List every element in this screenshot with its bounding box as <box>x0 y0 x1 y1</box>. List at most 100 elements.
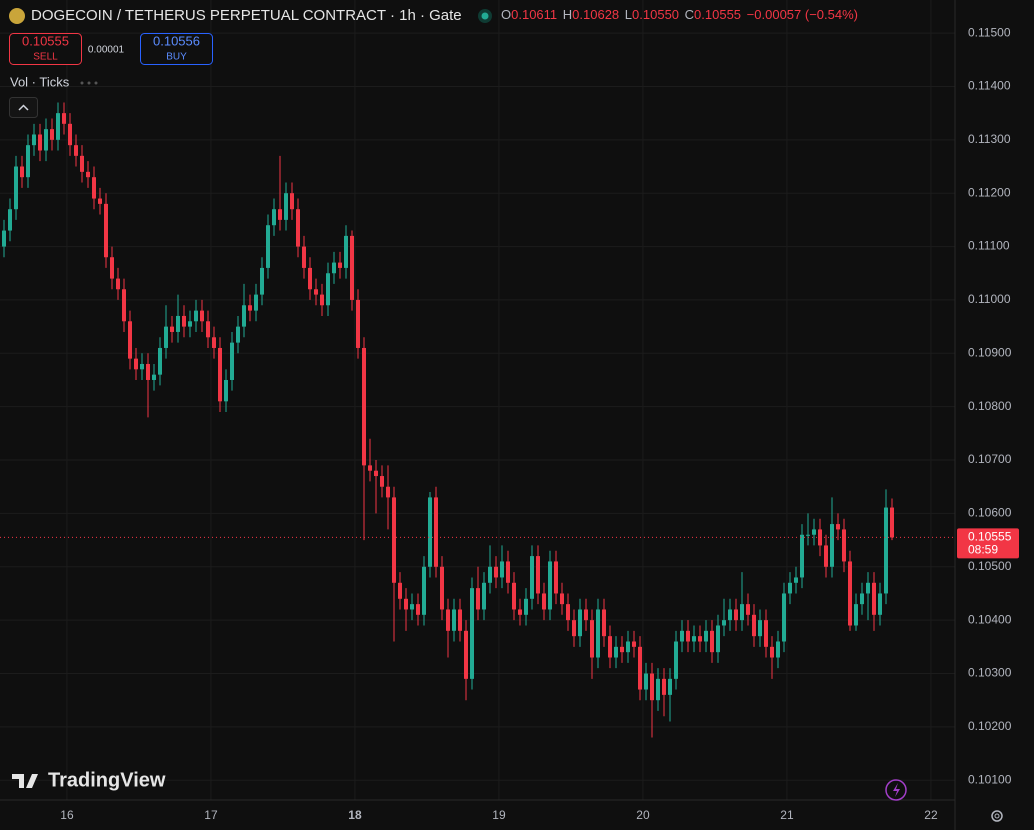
candle-body <box>794 577 798 583</box>
candle-body <box>248 305 252 311</box>
candle-body <box>224 379 228 402</box>
candle-body <box>410 604 414 610</box>
sell-box[interactable] <box>9 33 82 65</box>
candle-body <box>548 561 552 610</box>
l-label: L <box>625 7 632 22</box>
candle-body <box>464 630 468 679</box>
settings-icon-center[interactable] <box>994 813 1000 819</box>
candle-body <box>2 230 6 247</box>
candle-body <box>458 609 462 631</box>
candle-body <box>554 561 558 594</box>
candle-body <box>512 582 516 610</box>
settings-icon[interactable] <box>991 810 1003 822</box>
buy-button[interactable]: 0.10556 BUY <box>140 33 213 65</box>
candle-body <box>146 363 150 380</box>
last-price-label: 0.10555 <box>968 530 1012 544</box>
alert-bolt[interactable] <box>893 783 900 797</box>
candle-body <box>86 171 90 178</box>
o-label: O <box>501 7 511 22</box>
candle-body <box>104 203 108 258</box>
candle-body <box>686 630 690 642</box>
candle-body <box>356 299 360 348</box>
candle-body <box>698 636 702 642</box>
candle-body <box>536 556 540 594</box>
y-tick-label: 0.10300 <box>968 666 1012 680</box>
candle-body <box>530 556 534 599</box>
candle-body <box>884 507 888 594</box>
candle-body <box>278 209 282 220</box>
candle-body <box>122 289 126 322</box>
collapse-button[interactable] <box>9 97 38 118</box>
change: −0.00057 (−0.54%) <box>747 7 858 22</box>
candle-body <box>158 347 162 375</box>
candle-body <box>656 678 660 701</box>
candle-body <box>200 310 204 322</box>
candle-body <box>140 363 144 370</box>
candle-body <box>284 193 288 220</box>
candle-body <box>26 145 30 178</box>
spread: 0.00001 <box>88 45 125 56</box>
y-tick-label: 0.10700 <box>968 452 1012 466</box>
candle-body <box>266 225 270 268</box>
indicator[interactable]: Vol · Ticks <box>10 74 70 89</box>
candle-body <box>134 358 138 370</box>
buy-price[interactable]: 0.10556 <box>153 33 200 48</box>
candle-body <box>608 636 612 658</box>
status-dot <box>481 12 489 20</box>
candle-body <box>362 347 366 466</box>
candle-body <box>332 262 336 274</box>
candle-body <box>272 209 276 226</box>
candle-body <box>344 235 348 268</box>
candle-body <box>302 246 306 268</box>
candle-body <box>116 278 120 290</box>
x-tick-label: 18 <box>348 808 362 822</box>
candle-body <box>218 347 222 402</box>
alert-icon[interactable] <box>885 779 907 801</box>
countdown: 08:59 <box>968 543 998 557</box>
buy-label[interactable]: BUY <box>166 52 187 63</box>
candle-body <box>674 641 678 679</box>
candle-body <box>662 678 666 695</box>
candle-body <box>374 470 378 477</box>
candle-body <box>836 524 840 530</box>
candle-body <box>830 524 834 567</box>
coin-icon <box>9 8 25 24</box>
y-tick-label: 0.10100 <box>968 772 1012 786</box>
y-tick-label: 0.10800 <box>968 399 1012 413</box>
candle-body <box>80 155 84 172</box>
candle-body <box>194 310 198 322</box>
y-tick-label: 0.11500 <box>968 25 1011 39</box>
candle-body <box>806 534 810 536</box>
x-tick-label: 21 <box>780 808 794 822</box>
buy-box[interactable] <box>140 33 213 65</box>
candle-body <box>584 609 588 621</box>
candle-body <box>848 561 852 626</box>
last-price-tag <box>957 528 1019 559</box>
watermark: TradingView <box>48 769 166 791</box>
candle-body <box>254 294 258 311</box>
collapse-icon[interactable] <box>18 104 29 111</box>
sell-button[interactable]: 0.10555 SELL <box>9 33 82 65</box>
candle-body <box>680 630 684 642</box>
y-tick-label: 0.10400 <box>968 612 1012 626</box>
indicator-menu[interactable] <box>80 81 98 85</box>
candle-body <box>350 235 354 300</box>
candle-body <box>290 193 294 210</box>
y-tick-label: 0.10900 <box>968 345 1012 359</box>
l-value: 0.10550 <box>632 7 679 22</box>
y-tick-label: 0.11200 <box>968 185 1011 199</box>
sell-price[interactable]: 0.10555 <box>22 33 69 48</box>
candle-body <box>488 566 492 583</box>
candle-body <box>602 609 606 637</box>
candle-body <box>620 646 624 653</box>
candle-body <box>260 267 264 295</box>
candle-body <box>626 641 630 653</box>
c-label: C <box>685 7 694 22</box>
candle-body <box>50 129 54 140</box>
candle-body <box>242 305 246 327</box>
sell-label[interactable]: SELL <box>33 52 58 63</box>
candle-body <box>152 374 156 380</box>
candle-body <box>230 342 234 380</box>
candle-body <box>704 630 708 642</box>
candle-body <box>296 209 300 247</box>
